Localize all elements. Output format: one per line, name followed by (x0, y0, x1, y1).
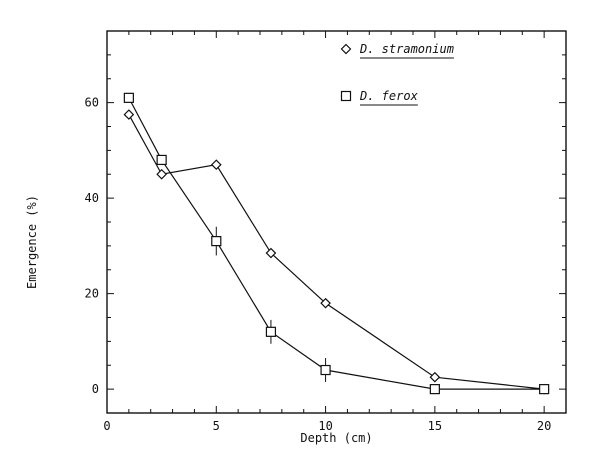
x-axis-label: Depth (cm) (300, 431, 372, 445)
series-group (123, 92, 550, 395)
legend-square-marker (340, 90, 352, 102)
diamond-point (265, 247, 277, 259)
x-tick-label: 20 (537, 419, 551, 433)
legend-label: D. ferox (359, 89, 419, 103)
legend-diamond-marker (340, 43, 352, 55)
y-tick-label: 60 (85, 96, 99, 110)
axes: 0 5 10 15 20 0 20 40 60 Depth (cm) Emergence (%) (25, 30, 567, 445)
legend: D. stramonium D. ferox (340, 42, 454, 106)
square-point (265, 326, 277, 337)
x-tick-label: 5 (213, 419, 220, 433)
y-tick-label: 40 (85, 191, 99, 205)
y-tick-label: 20 (85, 287, 99, 301)
y-axis-label: Emergence (%) (25, 195, 39, 289)
square-point (211, 236, 222, 247)
series-line (128, 114, 545, 390)
diamond-point (123, 109, 135, 120)
square-point (156, 154, 167, 166)
legend-label: D. stramonium (359, 42, 454, 56)
square-point (320, 364, 331, 376)
series-line (128, 97, 545, 390)
diamond-point (320, 297, 331, 309)
square-point (429, 384, 440, 395)
plot-frame (106, 30, 567, 414)
square-point (123, 92, 134, 103)
diamond-point (210, 159, 222, 171)
series-d-ferox (123, 92, 550, 395)
x-tick-label: 10 (318, 419, 332, 433)
series-d-stramonium (123, 109, 550, 395)
diamond-point (156, 168, 167, 180)
legend-entry: D. ferox (340, 89, 419, 106)
x-tick-label: 0 (103, 419, 110, 433)
y-tick-label: 0 (92, 382, 99, 396)
x-tick-label: 15 (428, 419, 442, 433)
diamond-point (429, 371, 441, 383)
square-point (539, 384, 550, 395)
legend-entry: D. stramonium (340, 42, 454, 59)
